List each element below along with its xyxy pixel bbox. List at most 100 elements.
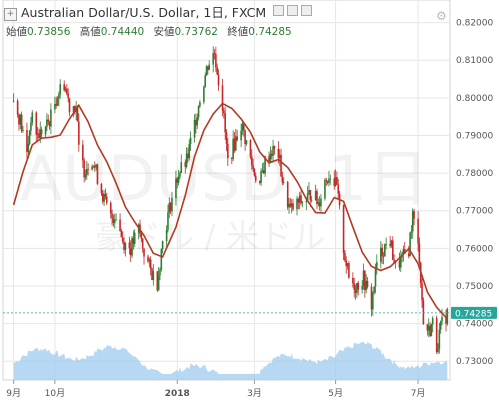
expand-icon[interactable]: + xyxy=(4,8,17,21)
candle-body xyxy=(273,146,276,149)
candle-body xyxy=(169,202,172,212)
candle-body xyxy=(176,178,179,183)
candle-body xyxy=(204,75,207,87)
candle-body xyxy=(16,100,19,115)
candle-body xyxy=(390,240,393,247)
candle-body xyxy=(314,191,317,200)
candle-body xyxy=(413,211,415,219)
candle-body xyxy=(292,203,294,210)
settings-icon[interactable] xyxy=(287,5,299,16)
candle-body xyxy=(171,198,173,212)
candle-body xyxy=(160,249,163,270)
candle-body xyxy=(417,218,419,244)
candle-body xyxy=(297,198,300,203)
candle-body xyxy=(149,259,152,269)
watermark-symbol: AUDUSD, 1日 xyxy=(20,142,429,215)
x-tick-label: 2018 xyxy=(165,389,190,399)
candle-body xyxy=(227,143,229,158)
candle-body xyxy=(221,85,224,111)
x-tick-label: 7月 xyxy=(411,388,426,399)
candle-body xyxy=(389,243,391,247)
candle-body xyxy=(333,178,336,186)
candle-body xyxy=(290,203,293,207)
candle-body xyxy=(426,324,429,331)
candle-body xyxy=(250,156,253,166)
candle-body xyxy=(357,282,360,290)
candle-body xyxy=(328,178,330,183)
candle-body xyxy=(418,243,421,263)
candle-body xyxy=(95,164,97,168)
candle-body xyxy=(370,286,373,310)
candle-body xyxy=(54,103,56,110)
candle-body xyxy=(193,119,196,138)
candle-body xyxy=(224,113,226,133)
y-tick-label: 0.79000 xyxy=(456,131,493,141)
candle-body xyxy=(111,213,113,219)
gear-icon[interactable]: ⚙ xyxy=(436,9,447,23)
candle-body xyxy=(298,195,301,203)
candle-body xyxy=(384,244,386,257)
candle-body xyxy=(345,260,348,267)
candle-body xyxy=(236,136,238,141)
candle-body xyxy=(46,119,48,127)
candle-body xyxy=(196,117,199,126)
moving-average-line xyxy=(12,102,447,319)
candle-body xyxy=(380,247,382,263)
candle-body xyxy=(120,231,123,238)
candle-body xyxy=(184,162,187,167)
candle-body xyxy=(147,256,149,262)
candle-body xyxy=(50,109,52,127)
candle-body xyxy=(225,132,228,144)
eye-icon[interactable] xyxy=(273,5,285,16)
chart-header: + Australian Dollar/U.S. Dollar, 1日, FXCM xyxy=(4,2,313,21)
candle-body xyxy=(64,88,67,91)
candle-body xyxy=(189,137,192,144)
y-tick-label: 0.76000 xyxy=(456,244,493,254)
candle-body xyxy=(78,121,80,145)
candle-body xyxy=(56,98,59,106)
candle-body xyxy=(344,252,346,261)
candle-body xyxy=(30,122,32,131)
candle-body xyxy=(353,283,356,290)
candle-body xyxy=(337,184,340,194)
candle-body xyxy=(305,200,308,203)
close-icon[interactable] xyxy=(301,5,313,16)
candle-body xyxy=(366,280,369,287)
candle-body xyxy=(334,176,337,186)
candle-body xyxy=(362,270,365,287)
candle-body xyxy=(208,64,211,70)
candle-body xyxy=(28,130,31,144)
candle-body xyxy=(36,133,39,135)
candle-body xyxy=(151,268,153,281)
candle-body xyxy=(306,193,309,201)
candle-body xyxy=(113,220,116,223)
candle-body xyxy=(373,286,375,293)
candle-body xyxy=(429,325,431,336)
candle-body xyxy=(12,100,15,102)
candle-body xyxy=(342,205,345,253)
candle-body xyxy=(40,129,43,135)
high-value: 0.74440 xyxy=(100,26,145,38)
candle-body xyxy=(165,229,168,242)
y-tick-label: 0.77000 xyxy=(456,207,493,217)
candle-body xyxy=(277,148,280,159)
candle-body xyxy=(82,144,84,161)
candle-body xyxy=(282,181,285,183)
candle-body xyxy=(245,140,248,145)
candle-body xyxy=(329,178,332,180)
candle-body xyxy=(231,157,233,159)
candle-body xyxy=(431,318,434,325)
candle-body xyxy=(93,165,96,168)
candle-body xyxy=(354,289,357,293)
candle-body xyxy=(115,219,117,221)
candle-body xyxy=(356,282,358,293)
candle-body xyxy=(286,181,289,208)
candle-body xyxy=(399,257,402,268)
plot-area xyxy=(2,0,451,381)
x-tick-label: 9月 xyxy=(6,388,21,399)
candle-body xyxy=(268,156,270,162)
candle-body xyxy=(26,130,28,153)
candle-body xyxy=(215,54,217,68)
open-label: 始値 xyxy=(6,26,27,38)
